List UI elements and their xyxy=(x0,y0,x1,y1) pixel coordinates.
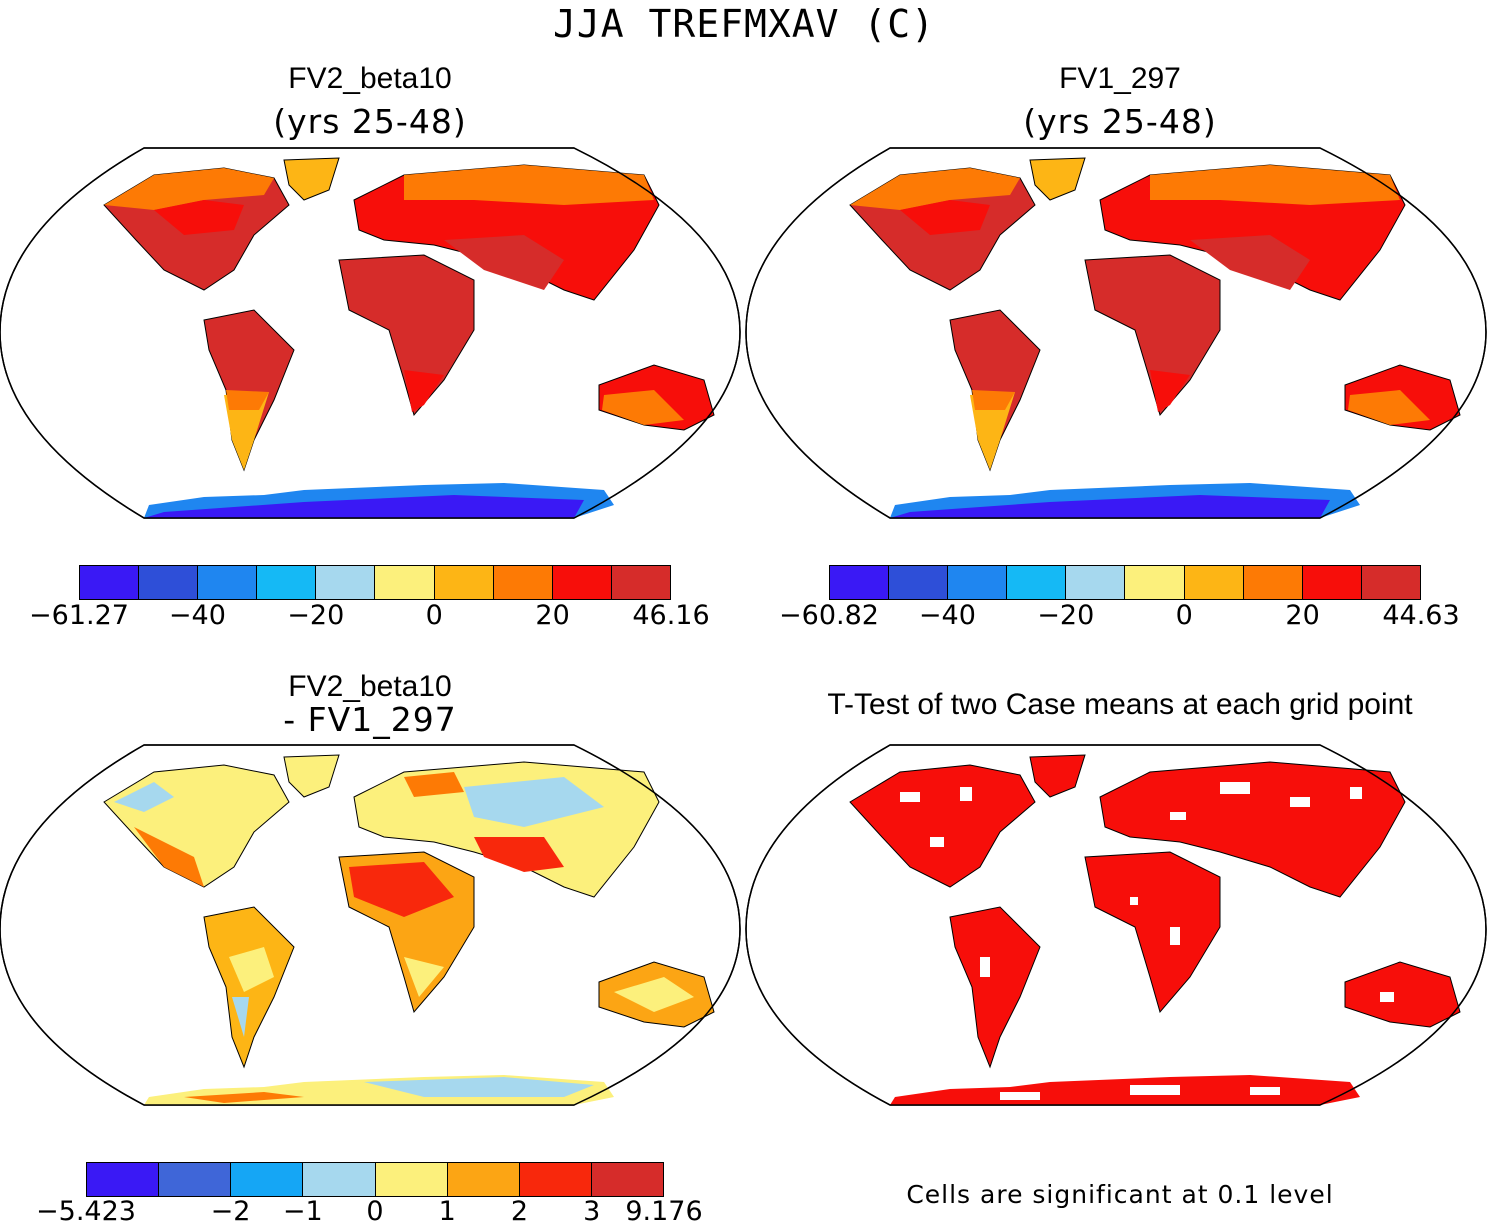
colorbar-tick-label: −1 xyxy=(282,1196,323,1227)
colorbar-swatch xyxy=(1066,566,1126,599)
colorbar-tick-label: 44.63 xyxy=(1382,600,1460,631)
colorbar-swatch xyxy=(257,566,317,599)
colorbar-tick-label: −40 xyxy=(918,600,976,631)
land-greenland xyxy=(283,754,340,798)
land-north-america xyxy=(849,764,1036,888)
panel-subtitle-top-right: (yrs 25-48) xyxy=(1023,102,1217,141)
land-eurasia xyxy=(1099,761,1406,898)
colorbar-tick-label: 2 xyxy=(510,1196,529,1227)
colorbar-swatch xyxy=(447,1163,520,1196)
colorbar-tick-label: 0 xyxy=(366,1196,384,1227)
colorbar-top-right xyxy=(829,565,1421,600)
panel-title-bottom-right: T-Test of two Case means at each grid po… xyxy=(827,688,1413,721)
colorbar-tick-label: −40 xyxy=(168,600,226,631)
colorbar-tick-label: 1 xyxy=(438,1196,456,1227)
colorbar-top-left xyxy=(79,565,671,600)
colorbar-swatch xyxy=(552,566,612,599)
nonsignificant-cells xyxy=(900,782,1394,1100)
map-top-right xyxy=(745,147,1487,519)
colorbar-swatch xyxy=(159,1163,232,1196)
colorbar-tick-label: 46.16 xyxy=(632,600,710,631)
colorbar-tick-label: 0 xyxy=(425,600,443,631)
colorbar-ticks-top-left: −61.27 −40 −20 0 20 46.16 xyxy=(0,600,744,636)
land-africa xyxy=(1084,851,1221,1014)
panel-subtitle-bottom-left: - FV1_297 xyxy=(283,700,457,739)
colorbar-tick-label: 20 xyxy=(535,600,570,631)
colorbar-swatch xyxy=(1243,566,1303,599)
colorbar-swatch xyxy=(1007,566,1067,599)
colorbar-tick-label: −2 xyxy=(210,1196,251,1227)
colorbar-swatch xyxy=(1302,566,1362,599)
map-top-left xyxy=(0,147,741,519)
colorbar-swatch xyxy=(375,1163,448,1196)
colorbar-swatch xyxy=(375,566,435,599)
land-south-america xyxy=(949,906,1041,1069)
panel-title-top-left: FV2_beta10 xyxy=(288,62,452,95)
colorbar-tick-label: −20 xyxy=(1037,600,1095,631)
colorbar-swatch xyxy=(611,566,670,599)
colorbar-tick-label: −5.423 xyxy=(36,1196,136,1227)
colorbar-swatch xyxy=(591,1163,663,1196)
panel-title-top-right: FV1_297 xyxy=(1059,62,1181,95)
colorbar-swatch xyxy=(87,1163,160,1196)
land-greenland xyxy=(1029,754,1086,798)
colorbar-tick-label: −61.27 xyxy=(29,600,129,631)
colorbar-swatch xyxy=(830,566,890,599)
colorbar-ticks-top-right: −60.82 −40 −20 0 20 44.63 xyxy=(0,600,1488,636)
colorbar-swatch xyxy=(1184,566,1244,599)
colorbar-ticks-bottom-left: −5.423 −2 −1 0 1 2 3 9.176 xyxy=(0,1196,744,1227)
significance-note: Cells are significant at 0.1 level xyxy=(906,1180,1334,1209)
colorbar-bottom-left xyxy=(86,1162,664,1197)
land-greenland xyxy=(1029,157,1086,201)
colorbar-swatch xyxy=(303,1163,376,1196)
land-australia xyxy=(1344,961,1461,1028)
colorbar-swatch xyxy=(519,1163,592,1196)
colorbar-tick-label: 0 xyxy=(1175,600,1193,631)
land-greenland xyxy=(283,157,340,201)
panel-title-bottom-left: FV2_beta10 xyxy=(288,670,452,703)
colorbar-swatch xyxy=(948,566,1008,599)
colorbar-tick-label: −60.82 xyxy=(779,600,879,631)
colorbar-swatch xyxy=(493,566,553,599)
figure-title: JJA TREFMXAV (C) xyxy=(552,2,936,46)
colorbar-tick-label: 20 xyxy=(1285,600,1320,631)
colorbar-tick-label: 3 xyxy=(583,1196,601,1227)
colorbar-swatch xyxy=(139,566,199,599)
map-bottom-right xyxy=(745,744,1487,1106)
map-bottom-left xyxy=(0,744,741,1106)
colorbar-tick-label: −20 xyxy=(287,600,345,631)
colorbar-swatch xyxy=(198,566,258,599)
colorbar-swatch xyxy=(1125,566,1185,599)
colorbar-swatch xyxy=(80,566,140,599)
colorbar-swatch xyxy=(231,1163,304,1196)
map-outline-stroke xyxy=(0,147,741,519)
colorbar-swatch xyxy=(1361,566,1420,599)
colorbar-swatch xyxy=(316,566,376,599)
panel-subtitle-top-left: (yrs 25-48) xyxy=(273,102,467,141)
colorbar-swatch xyxy=(889,566,949,599)
colorbar-tick-label: 9.176 xyxy=(625,1196,703,1227)
colorbar-swatch xyxy=(434,566,494,599)
